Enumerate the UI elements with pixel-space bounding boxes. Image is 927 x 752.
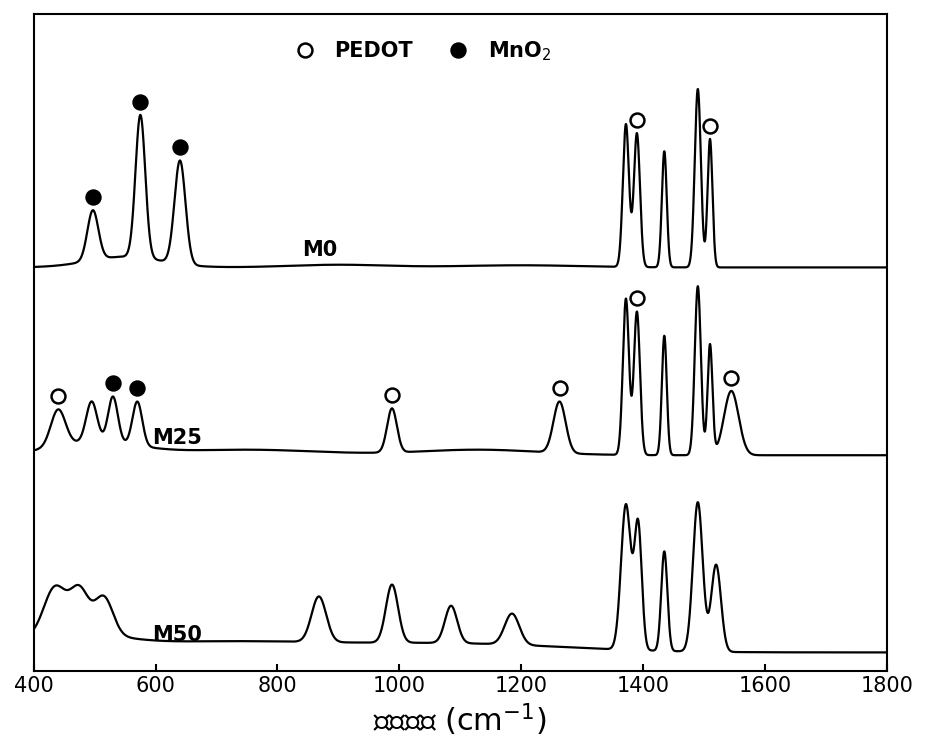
Legend: PEDOT, MnO$_2$: PEDOT, MnO$_2$ [275, 31, 560, 71]
Text: M50: M50 [153, 625, 202, 645]
Text: M0: M0 [302, 240, 337, 260]
Text: M25: M25 [153, 428, 202, 447]
X-axis label: 拉曼位移 (cm$^{-1}$): 拉曼位移 (cm$^{-1}$) [374, 702, 547, 738]
